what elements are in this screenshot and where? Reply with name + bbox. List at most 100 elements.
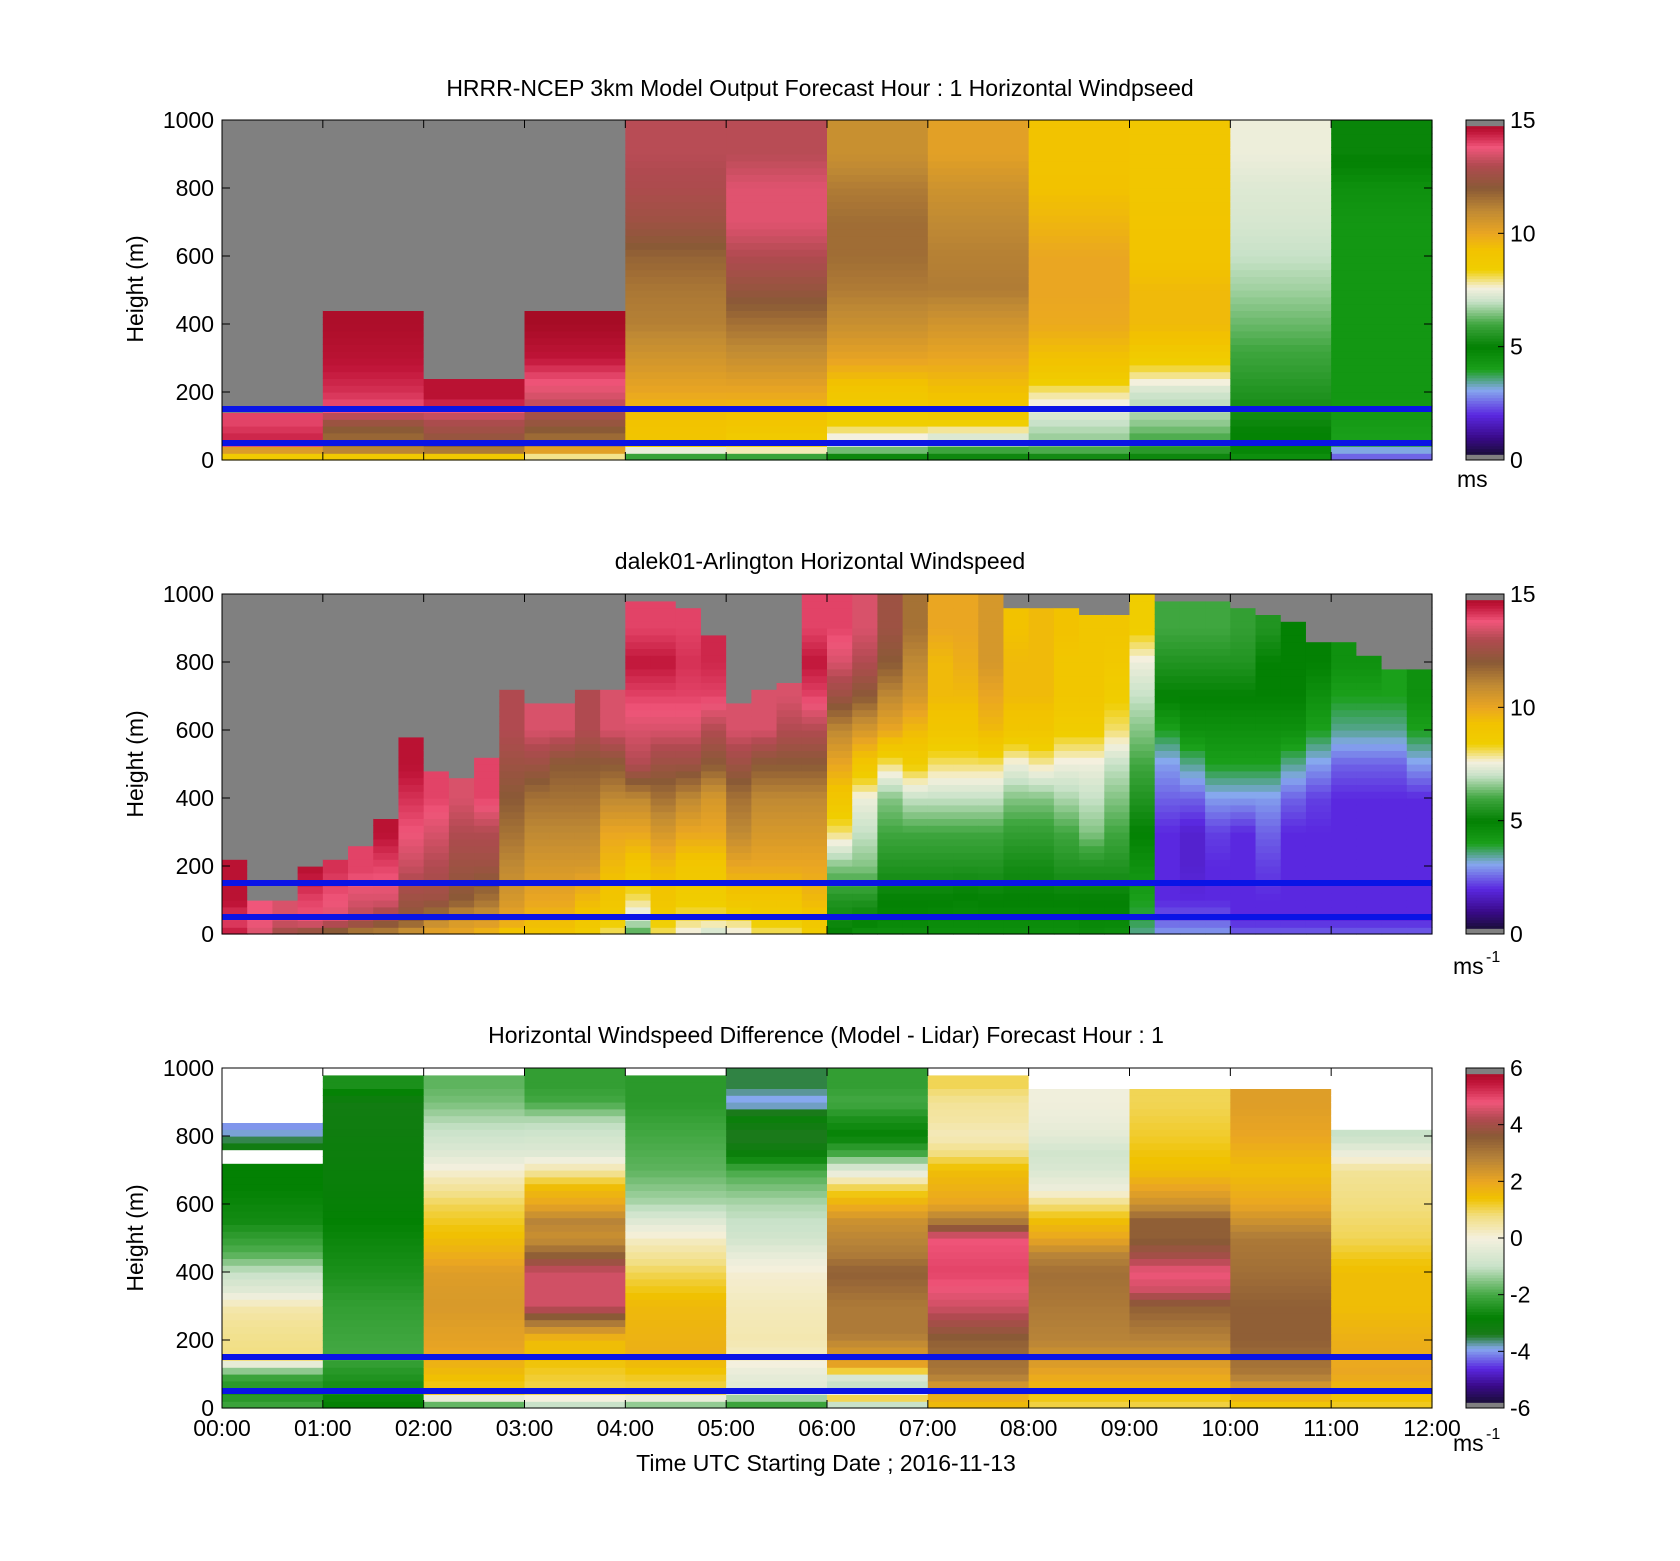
heatmap-cell — [927, 446, 1030, 454]
heatmap-cell — [927, 1156, 1030, 1164]
colorbar-segment — [1466, 148, 1504, 152]
heatmap-cell — [1381, 852, 1408, 860]
heatmap-cell — [423, 893, 450, 901]
heatmap-cell — [953, 825, 979, 833]
heatmap-cell — [726, 1292, 828, 1300]
heatmap-cell — [1129, 290, 1231, 298]
heatmap-cell — [448, 662, 475, 670]
heatmap-cell — [1381, 648, 1408, 656]
heatmap-cell — [297, 872, 324, 881]
heatmap-cell — [1028, 160, 1131, 169]
heatmap-cell — [272, 866, 299, 874]
heatmap-cell — [1028, 709, 1055, 717]
heatmap-cell — [1205, 757, 1231, 765]
heatmap-cell — [1406, 845, 1433, 853]
heatmap-cell — [927, 1149, 1030, 1157]
heatmap-cell — [1003, 607, 1030, 615]
heatmap-cell — [222, 1122, 324, 1130]
heatmap-cell — [448, 689, 475, 697]
heatmap-cell — [297, 777, 324, 785]
heatmap-cell — [1104, 628, 1131, 636]
heatmap-cell — [1154, 621, 1181, 629]
heatmap-cell — [423, 398, 526, 407]
panel-lidar: dalek01-Arlington Horizontal Windspeed H… — [122, 548, 1536, 979]
heatmap-cell — [650, 675, 677, 683]
heatmap-cell — [600, 770, 626, 779]
heatmap-cell — [322, 1346, 425, 1355]
heatmap-cell — [726, 1306, 828, 1314]
heatmap-cell — [1381, 811, 1408, 819]
heatmap-cell — [852, 750, 879, 758]
colorbar-segment — [1466, 1359, 1504, 1364]
heatmap-cell — [1356, 675, 1383, 683]
heatmap-cell — [322, 607, 349, 615]
heatmap-cell — [499, 852, 526, 860]
heatmap-cell — [1179, 743, 1206, 751]
heatmap-cell — [625, 1129, 727, 1137]
heatmap-cell — [524, 757, 551, 765]
heatmap-cell — [499, 716, 526, 724]
heatmap-cell — [348, 927, 374, 935]
heatmap-column — [247, 594, 274, 935]
heatmap-cell — [423, 290, 526, 298]
heatmap-cell — [474, 614, 500, 622]
heatmap-cell — [247, 852, 274, 860]
heatmap-cell — [1280, 784, 1307, 792]
heatmap-cell — [297, 628, 324, 636]
heatmap-cell — [1331, 920, 1357, 928]
heatmap-cell — [1331, 662, 1357, 670]
heatmap-cell — [1230, 303, 1332, 311]
heatmap-cell — [398, 750, 425, 758]
heatmap-cell — [726, 845, 752, 853]
heatmap-column — [348, 594, 374, 935]
heatmap-cell — [474, 818, 500, 826]
colorbar-segment — [1466, 213, 1504, 217]
heatmap-cell — [1104, 859, 1131, 867]
heatmap-cell — [423, 628, 450, 636]
heatmap-cell — [1154, 743, 1181, 751]
heatmap-cell — [1305, 743, 1332, 751]
heatmap-cell — [1028, 1272, 1131, 1280]
heatmap-cell — [801, 866, 828, 874]
heatmap-cell — [524, 1326, 626, 1334]
heatmap-cell — [625, 1278, 727, 1287]
heatmap-cell — [222, 1312, 324, 1321]
heatmap-cell — [776, 777, 803, 785]
heatmap-cell — [877, 859, 904, 867]
heatmap-cell — [448, 791, 475, 799]
heatmap-cell — [978, 696, 1005, 704]
heatmap-cell — [499, 668, 526, 677]
heatmap-cell — [448, 927, 475, 935]
heatmap-cell — [222, 1156, 324, 1164]
heatmap-cell — [1230, 1163, 1332, 1171]
heatmap-cell — [650, 702, 677, 711]
heatmap-cell — [1079, 743, 1105, 751]
heatmap-cell — [1331, 607, 1357, 615]
heatmap-cell — [297, 621, 324, 629]
colorbar-segment — [1466, 1181, 1504, 1185]
heatmap-cell — [222, 1244, 324, 1253]
heatmap-cell — [1280, 655, 1307, 663]
heatmap-cell — [877, 757, 904, 765]
heatmap-cell — [1406, 641, 1433, 649]
heatmap-cell — [776, 716, 803, 724]
heatmap-cell — [1129, 628, 1156, 636]
heatmap-cell — [222, 453, 324, 461]
heatmap-cell — [423, 1367, 526, 1375]
heatmap-cell — [625, 696, 652, 704]
heatmap-cell — [776, 906, 803, 915]
heatmap-cell — [1280, 852, 1307, 860]
heatmap-cell — [1129, 1292, 1231, 1300]
heatmap-cell — [1003, 791, 1030, 799]
heatmap-cell — [1305, 709, 1332, 717]
heatmap-cell — [322, 419, 425, 427]
heatmap-cell — [524, 371, 626, 379]
heatmap-cell — [1129, 1129, 1231, 1137]
colorbar-segment — [1466, 1351, 1504, 1355]
heatmap-cell — [322, 723, 349, 731]
heatmap-cell — [751, 600, 778, 609]
heatmap-cell — [776, 696, 803, 704]
heatmap-cell — [726, 201, 828, 209]
heatmap-cell — [524, 1204, 626, 1212]
heatmap-cell — [398, 804, 425, 813]
